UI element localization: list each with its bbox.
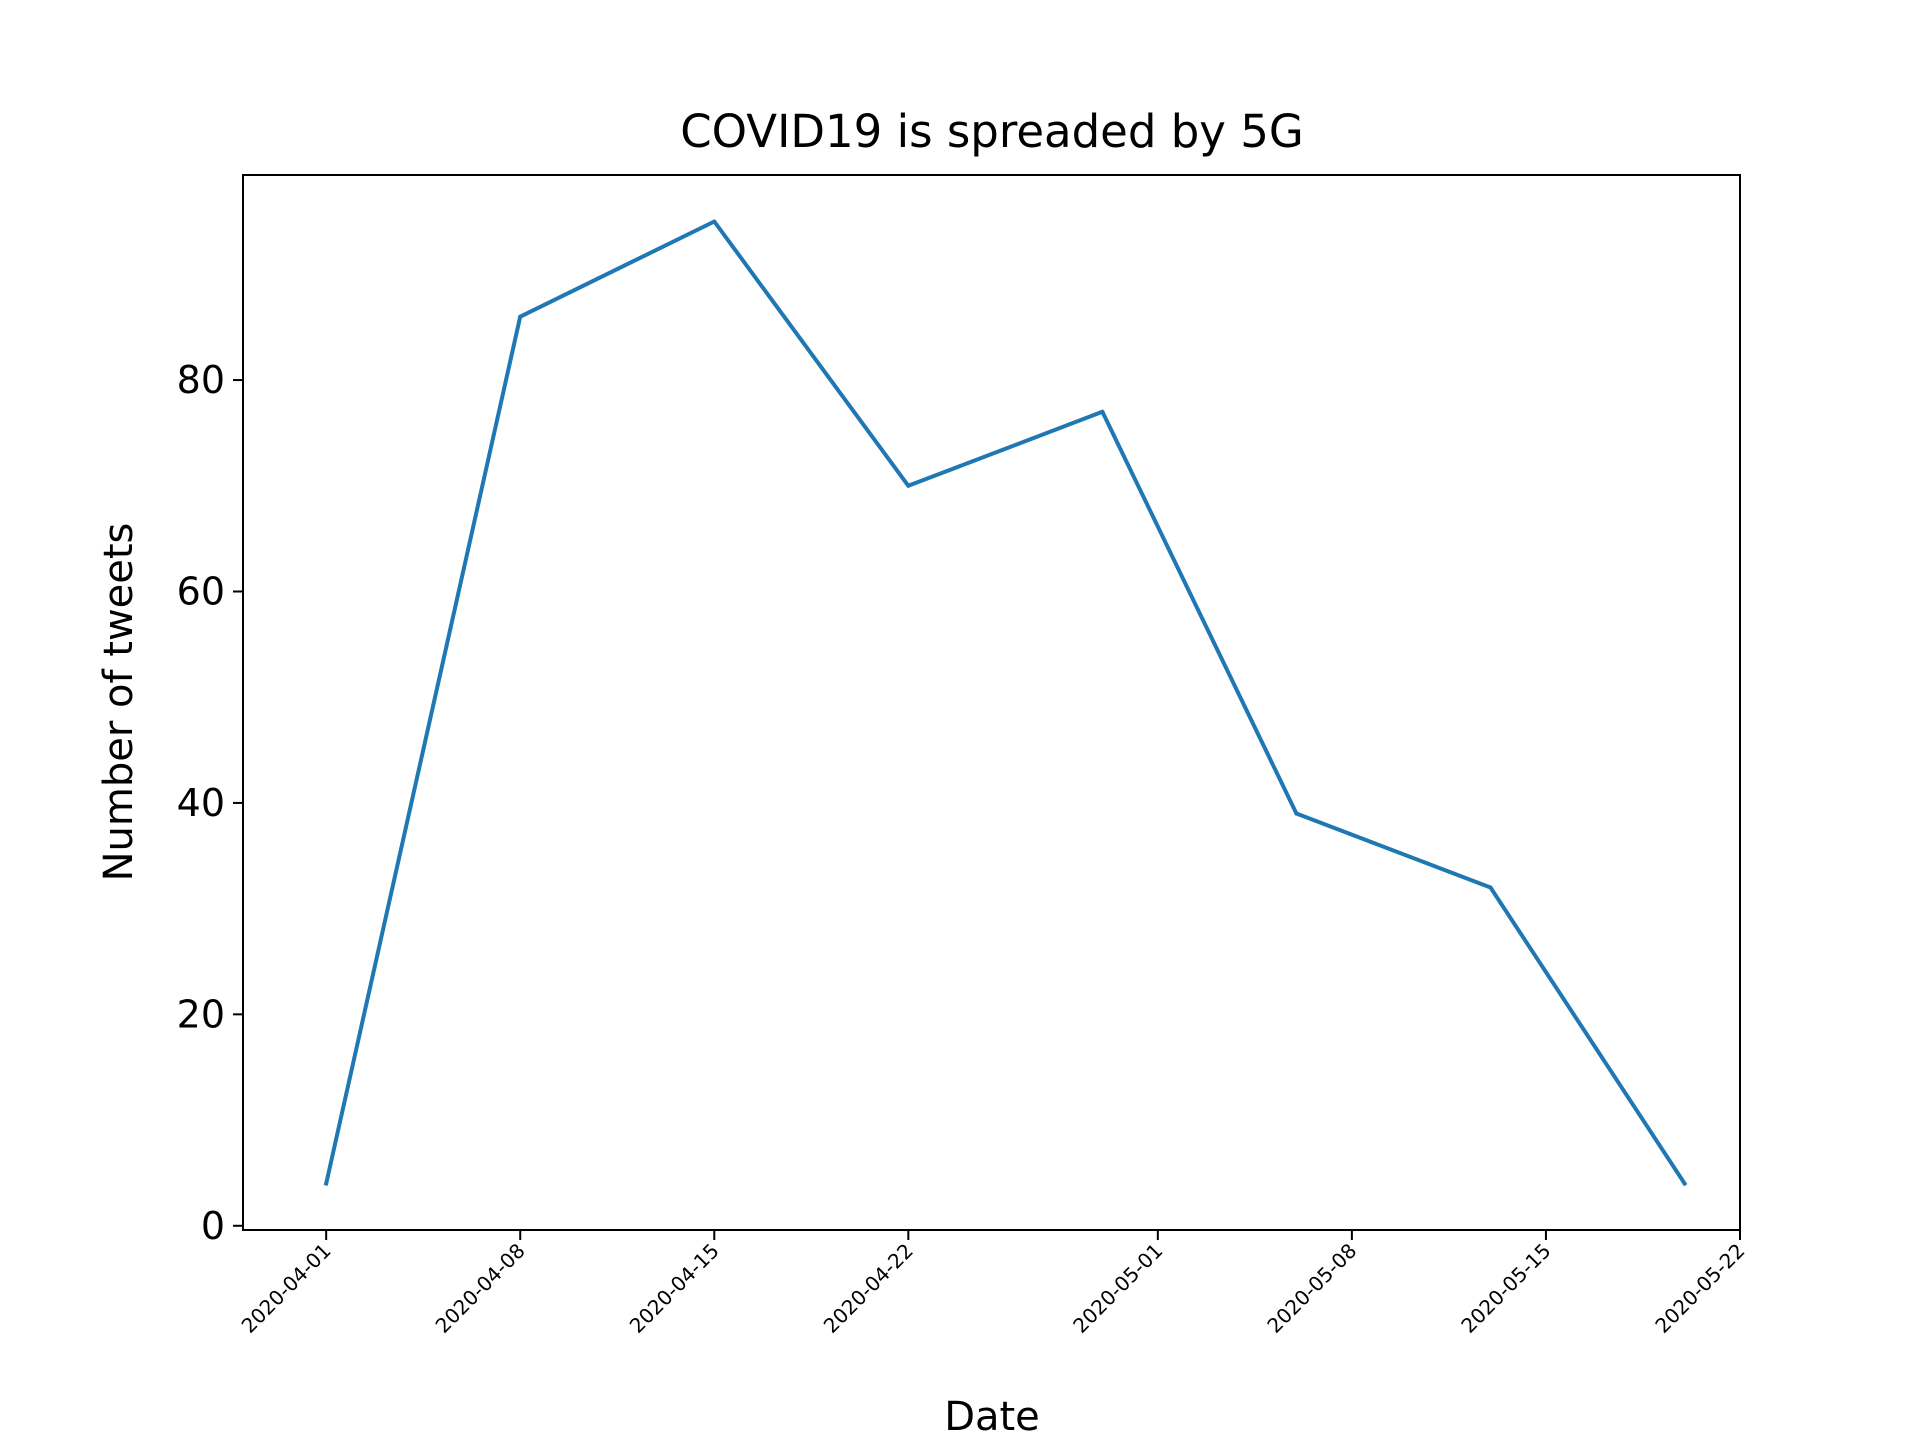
series-layer bbox=[323, 219, 1688, 1187]
y-axis-label: Number of tweets bbox=[96, 523, 142, 882]
y-axis: 0 20 40 60 80 bbox=[177, 358, 243, 1248]
data-point bbox=[906, 483, 911, 488]
y-tick-label: 80 bbox=[177, 358, 225, 402]
data-point bbox=[1100, 409, 1105, 414]
y-tick-label: 20 bbox=[177, 992, 225, 1036]
data-point bbox=[1682, 1181, 1687, 1186]
data-point bbox=[324, 1181, 329, 1186]
chart-title: COVID19 is spreaded by 5G bbox=[680, 105, 1303, 158]
data-point bbox=[1488, 885, 1493, 890]
data-point bbox=[1294, 811, 1299, 816]
y-tick-label: 40 bbox=[177, 781, 225, 825]
series-line bbox=[323, 219, 1688, 1187]
x-axis-label: Date bbox=[944, 1394, 1040, 1440]
data-point bbox=[712, 219, 717, 224]
data-point bbox=[518, 314, 523, 319]
y-tick-label: 60 bbox=[177, 570, 225, 614]
plot-frame bbox=[242, 174, 1741, 1231]
y-tick-label: 0 bbox=[201, 1204, 225, 1248]
